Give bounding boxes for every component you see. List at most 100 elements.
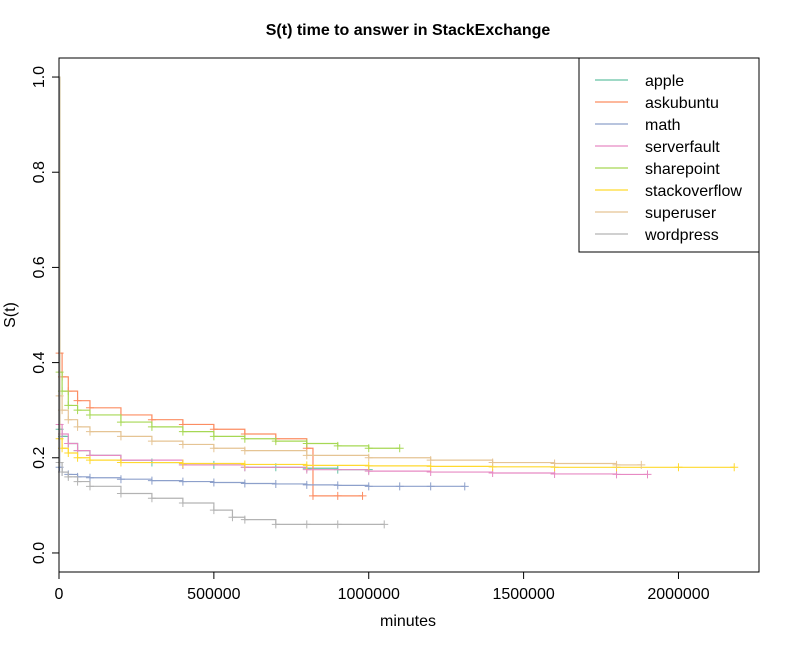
censor-mark-sharepoint — [147, 422, 156, 431]
censor-mark-superuser — [637, 460, 646, 469]
series-line-wordpress — [59, 76, 385, 526]
x-axis: 0 500000 1000000 1500000 2000000 — [55, 572, 710, 603]
censor-mark-serverfault — [612, 470, 621, 479]
censor-mark-sharepoint — [85, 410, 94, 419]
censor-mark-math — [209, 478, 218, 487]
censor-mark-superuser — [426, 456, 435, 465]
y-tick-label: 0.4 — [31, 351, 48, 373]
legend-box — [578, 57, 760, 253]
y-axis: 0.0 0.2 0.4 0.6 0.8 1.0 — [31, 66, 59, 564]
censor-mark-stackoverflow — [674, 463, 683, 472]
y-tick-label: 0.2 — [31, 447, 48, 469]
censor-mark-serverfault — [643, 470, 652, 479]
censor-mark-sharepoint — [395, 444, 404, 453]
censor-mark-wordpress — [209, 506, 218, 515]
censor-mark-math — [271, 479, 280, 488]
censor-mark-superuser — [178, 440, 187, 449]
y-axis-label: S(t) — [2, 302, 19, 328]
x-tick-label: 1500000 — [492, 586, 554, 603]
censor-mark-sharepoint — [364, 444, 373, 453]
x-tick-label: 500000 — [187, 586, 240, 603]
censor-mark-sharepoint — [240, 434, 249, 443]
chart-title: S(t) time to answer in StackExchange — [266, 22, 551, 39]
censor-mark-wordpress — [228, 513, 237, 522]
legend-entry: serverfault — [645, 139, 720, 156]
censor-mark-superuser — [302, 451, 311, 460]
plot-frame — [58, 57, 760, 573]
censor-mark-superuser — [116, 432, 125, 441]
censor-mark-stackoverflow — [116, 458, 125, 467]
censor-mark-superuser — [550, 459, 559, 468]
censor-mark-stackoverflow — [178, 459, 187, 468]
series-stackoverflow — [55, 76, 739, 472]
censor-mark-math — [178, 477, 187, 486]
censor-mark-superuser — [85, 427, 94, 436]
series-line-serverfault — [59, 76, 648, 476]
censor-mark-stackoverflow — [85, 456, 94, 465]
y-tick-label: 0.6 — [31, 256, 48, 278]
censor-mark-wordpress — [85, 482, 94, 491]
censor-mark-sharepoint — [302, 439, 311, 448]
censor-mark-stackoverflow — [302, 461, 311, 470]
series-wordpress — [55, 76, 389, 529]
censor-mark-math — [333, 481, 342, 490]
censor-mark-wordpress — [147, 494, 156, 503]
censor-mark-math — [364, 482, 373, 491]
censor-mark-superuser — [209, 444, 218, 453]
censor-mark-sharepoint — [209, 432, 218, 441]
censor-mark-wordpress — [73, 477, 82, 486]
legend-entry: sharepoint — [645, 161, 720, 178]
censor-mark-askubuntu — [358, 491, 367, 500]
censor-mark-math — [302, 480, 311, 489]
censor-mark-math — [116, 475, 125, 484]
censor-mark-superuser — [364, 453, 373, 462]
x-tick-label: 2000000 — [647, 586, 709, 603]
censor-mark-math — [395, 482, 404, 491]
censor-mark-superuser — [240, 446, 249, 455]
censor-mark-sharepoint — [333, 441, 342, 450]
legend: apple askubuntu math serverfault sharepoint s… — [578, 57, 760, 253]
censor-mark-wordpress — [55, 458, 64, 467]
censor-mark-askubuntu — [73, 396, 82, 405]
series-superuser — [55, 76, 646, 469]
series-apple — [55, 76, 373, 474]
plot-area — [55, 76, 739, 529]
censor-mark-wordpress — [178, 498, 187, 507]
censor-mark-wordpress — [333, 520, 342, 529]
series-sharepoint — [55, 76, 404, 453]
series-math — [55, 76, 469, 491]
censor-mark-stackoverflow — [730, 463, 739, 472]
censor-mark-math — [426, 482, 435, 491]
legend-entry: superuser — [645, 205, 717, 222]
censor-mark-math — [147, 476, 156, 485]
censor-mark-sharepoint — [271, 437, 280, 446]
censor-mark-askubuntu — [308, 491, 317, 500]
series-line-math — [59, 76, 465, 487]
x-axis-label: minutes — [380, 613, 436, 630]
series-line-superuser — [59, 76, 642, 466]
legend-entry: askubuntu — [645, 95, 719, 112]
censor-mark-sharepoint — [116, 418, 125, 427]
series-line-askubuntu — [59, 76, 363, 497]
censor-mark-stackoverflow — [240, 460, 249, 469]
censor-mark-wordpress — [271, 520, 280, 529]
censor-mark-wordpress — [64, 472, 73, 481]
censor-mark-superuser — [64, 415, 73, 424]
censor-mark-stackoverflow — [73, 453, 82, 462]
series-line-stackoverflow — [59, 76, 735, 468]
series-line-apple — [59, 76, 369, 471]
censor-mark-superuser — [73, 422, 82, 431]
y-tick-label: 1.0 — [31, 66, 48, 88]
censor-mark-stackoverflow — [364, 461, 373, 470]
censor-mark-sharepoint — [64, 401, 73, 410]
series-line-sharepoint — [59, 76, 400, 449]
censor-mark-sharepoint — [178, 427, 187, 436]
y-tick-label: 0.0 — [31, 542, 48, 564]
censor-mark-math — [240, 479, 249, 488]
x-tick-label: 1000000 — [338, 586, 400, 603]
censor-mark-superuser — [612, 460, 621, 469]
censor-mark-superuser — [147, 437, 156, 446]
censor-mark-wordpress — [380, 520, 389, 529]
censor-mark-math — [85, 473, 94, 482]
censor-mark-wordpress — [116, 489, 125, 498]
